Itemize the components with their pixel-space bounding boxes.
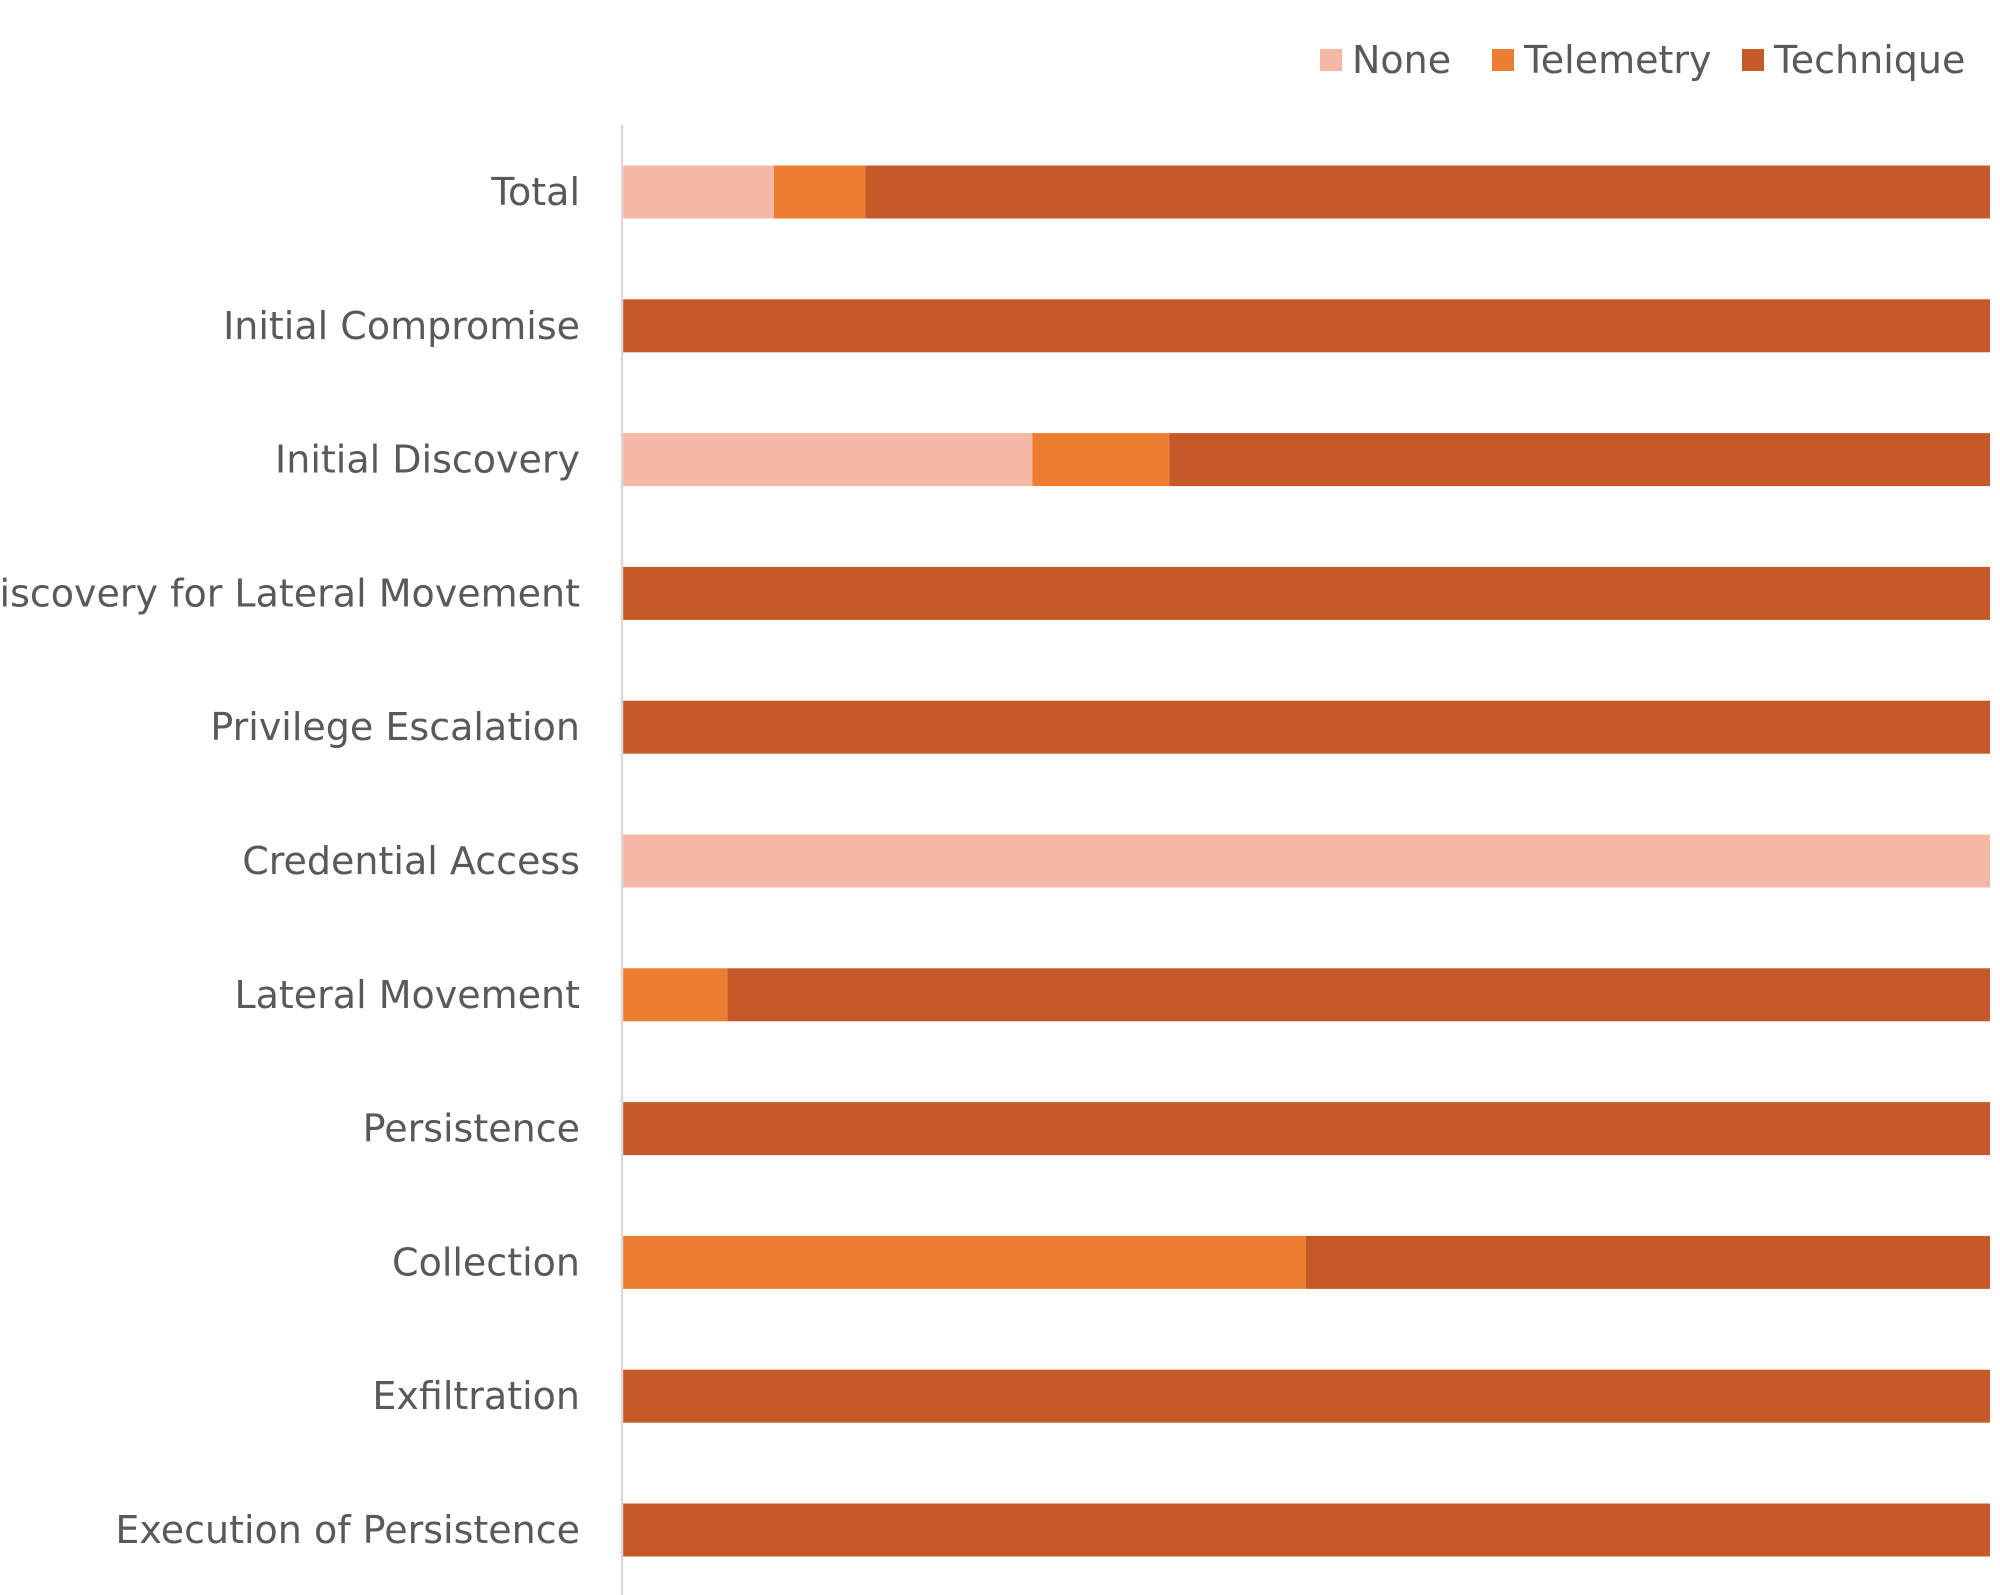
category-label: Credential Access: [242, 839, 580, 883]
category-label: Lateral Movement: [234, 973, 580, 1017]
legend-label-technique: Technique: [1773, 38, 1965, 82]
category-label: Discovery for Lateral Movement: [0, 571, 580, 615]
category-label: Execution of Persistence: [115, 1508, 580, 1552]
category-label: Initial Compromise: [223, 304, 580, 348]
bar-initial-discovery-technique: [1169, 433, 1990, 487]
bar-lateral-movement-telemetry: [622, 968, 728, 1022]
bar-total-none: [622, 165, 774, 219]
category-label: Privilege Escalation: [210, 705, 580, 749]
legend-swatch-telemetry: [1492, 49, 1514, 71]
bar-collection-technique: [1306, 1235, 1990, 1289]
bar-exfiltration-technique: [622, 1369, 1990, 1423]
category-label: Total: [490, 170, 580, 214]
bar-total-telemetry: [773, 165, 866, 219]
legend-swatch-technique: [1742, 49, 1764, 71]
bar-lateral-movement-technique: [727, 968, 1991, 1022]
legend-label-none: None: [1352, 38, 1451, 82]
bar-initial-discovery-none: [622, 433, 1033, 487]
category-label: Exfiltration: [372, 1374, 580, 1418]
bars: [622, 165, 1991, 1557]
category-label: Persistence: [363, 1107, 580, 1151]
bar-discovery-for-lateral-movement-technique: [622, 566, 1990, 620]
legend-label-telemetry: Telemetry: [1523, 38, 1711, 82]
category-label: Collection: [392, 1240, 580, 1284]
bar-persistence-technique: [622, 1102, 1990, 1156]
legend-swatch-none: [1320, 49, 1342, 71]
bar-collection-telemetry: [622, 1235, 1306, 1289]
category-label: Initial Discovery: [275, 438, 580, 482]
bar-initial-discovery-telemetry: [1032, 433, 1170, 487]
bar-initial-compromise-technique: [622, 299, 1990, 353]
bar-execution-of-persistence-technique: [622, 1503, 1990, 1557]
bar-total-technique: [865, 165, 1990, 219]
bar-privilege-escalation-technique: [622, 700, 1990, 754]
bar-credential-access-none: [622, 834, 1990, 888]
legend: None Telemetry Technique: [1320, 38, 1965, 82]
category-labels: Total Initial Compromise Initial Discovery…: [0, 170, 580, 1552]
